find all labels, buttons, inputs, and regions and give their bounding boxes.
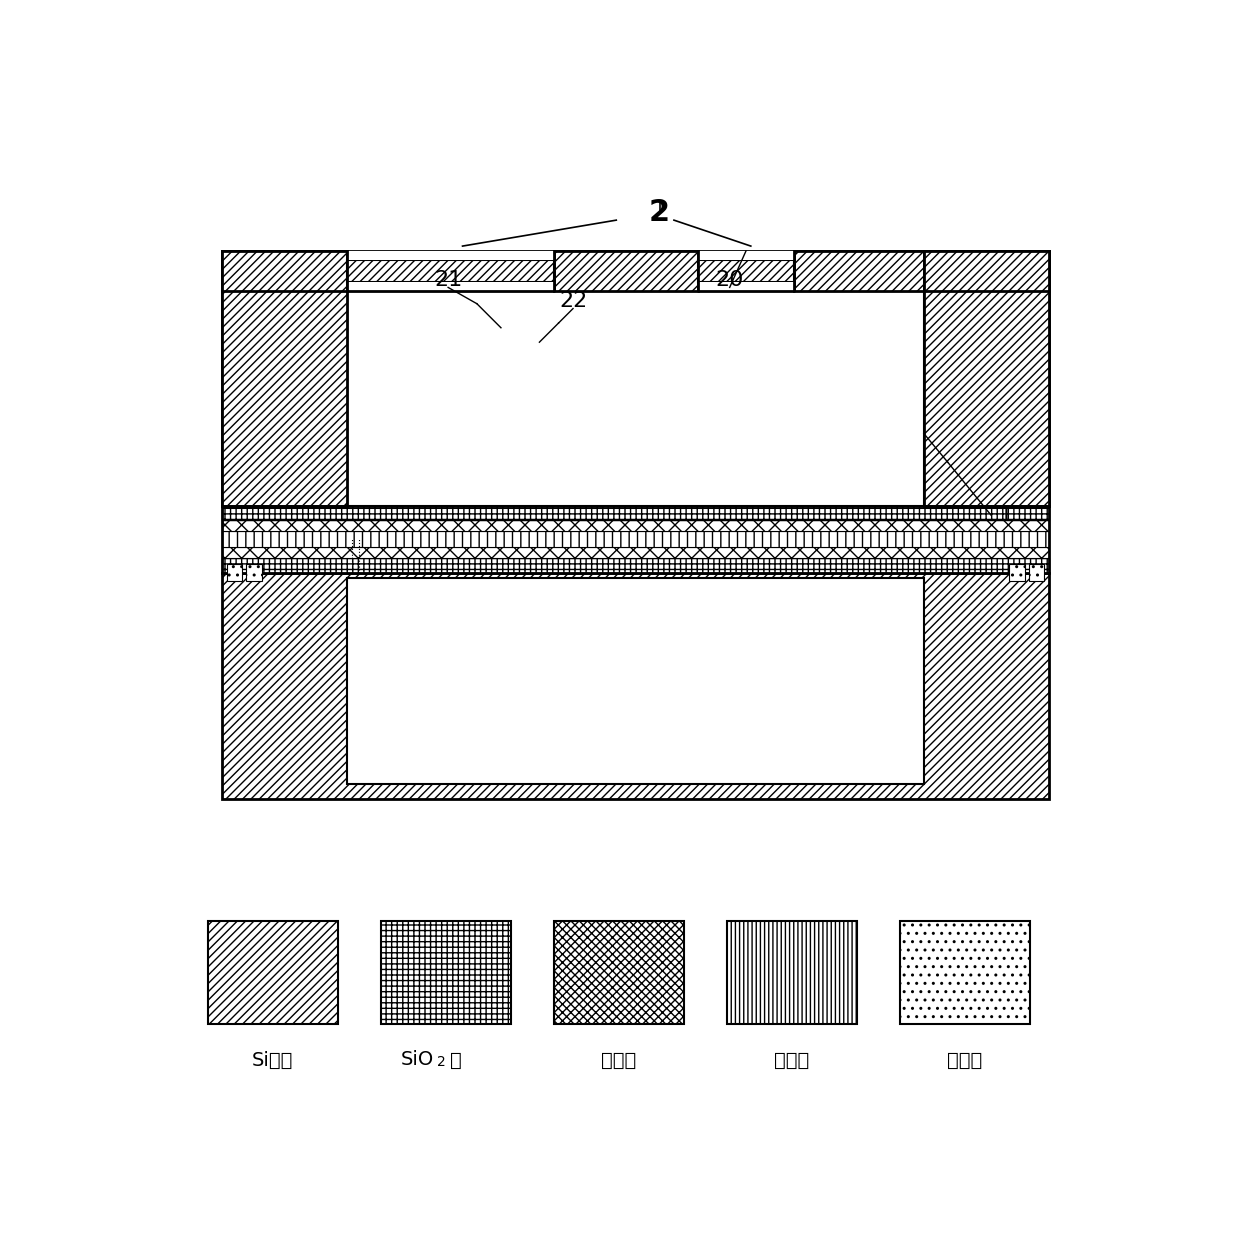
Text: 2: 2 [436, 1055, 446, 1069]
Bar [698, 260, 794, 282]
Bar [222, 572, 1049, 799]
Bar [222, 531, 1049, 547]
Bar [222, 559, 1049, 572]
Text: 20: 20 [715, 269, 744, 289]
Bar [554, 250, 698, 292]
Text: 层: 层 [450, 1050, 461, 1069]
Text: 22: 22 [559, 291, 588, 311]
Bar [1028, 564, 1044, 581]
Bar [924, 250, 1049, 292]
Bar [347, 282, 554, 292]
Bar [900, 921, 1029, 1024]
Bar [381, 921, 511, 1024]
Bar [227, 564, 243, 581]
Bar [222, 547, 1049, 559]
Bar [222, 521, 1049, 531]
Bar [698, 250, 794, 260]
Text: 21: 21 [434, 269, 463, 289]
Text: 压电层: 压电层 [774, 1050, 810, 1069]
Bar [208, 921, 337, 1024]
Bar [222, 250, 1049, 506]
Bar [222, 250, 347, 292]
Text: 金电极: 金电极 [947, 1050, 982, 1069]
Text: SiO: SiO [401, 1050, 434, 1069]
Bar [698, 282, 794, 292]
Bar [347, 250, 554, 260]
Bar [924, 250, 1049, 506]
Bar [347, 260, 554, 282]
Text: 2: 2 [649, 198, 670, 226]
Text: Si衬底: Si衬底 [252, 1050, 294, 1069]
Bar [1009, 564, 1024, 581]
Bar [727, 921, 857, 1024]
Bar [347, 292, 924, 506]
Bar [347, 577, 924, 784]
Bar [222, 506, 1049, 572]
Bar [222, 506, 1049, 521]
Text: 电极层: 电极层 [601, 1050, 636, 1069]
Text: 1: 1 [998, 506, 1013, 525]
Bar [554, 921, 683, 1024]
Bar [247, 564, 262, 581]
Bar [222, 250, 347, 506]
Bar [794, 250, 924, 292]
